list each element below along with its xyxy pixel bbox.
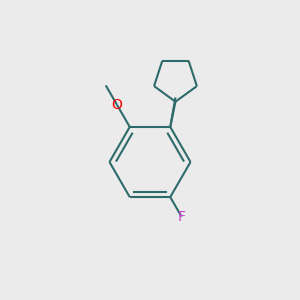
Text: O: O (112, 98, 122, 112)
Text: F: F (178, 210, 185, 224)
